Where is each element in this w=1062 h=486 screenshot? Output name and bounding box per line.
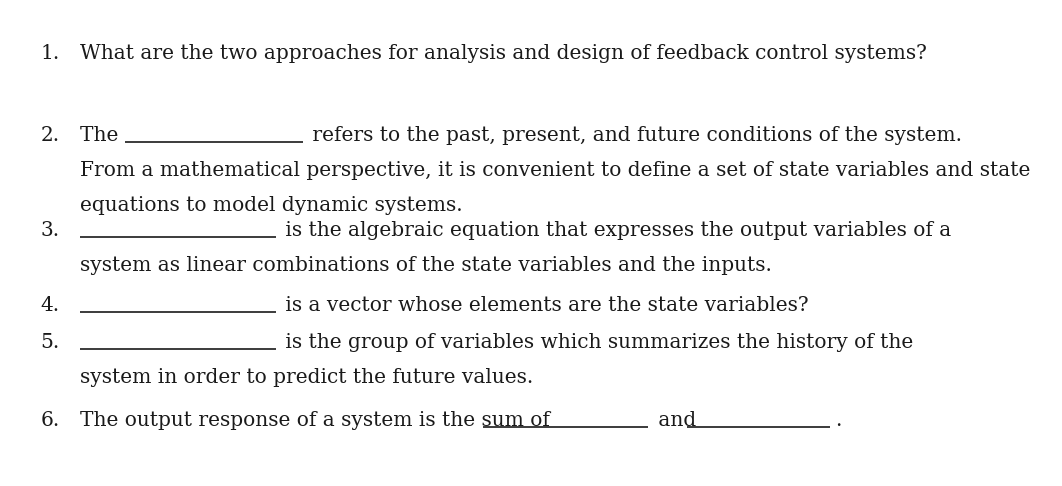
Text: The output response of a system is the sum of: The output response of a system is the s… bbox=[80, 411, 555, 430]
Text: 2.: 2. bbox=[40, 126, 59, 145]
Text: is a vector whose elements are the state variables?: is a vector whose elements are the state… bbox=[279, 296, 809, 315]
Text: 4.: 4. bbox=[40, 296, 59, 315]
Text: and: and bbox=[652, 411, 703, 430]
Text: system in order to predict the future values.: system in order to predict the future va… bbox=[80, 368, 533, 387]
Text: 5.: 5. bbox=[40, 333, 59, 352]
Text: is the group of variables which summarizes the history of the: is the group of variables which summariz… bbox=[279, 333, 913, 352]
Text: 3.: 3. bbox=[40, 221, 59, 240]
Text: From a mathematical perspective, it is convenient to define a set of state varia: From a mathematical perspective, it is c… bbox=[80, 161, 1030, 180]
Text: 1.: 1. bbox=[40, 44, 59, 63]
Text: .: . bbox=[835, 411, 841, 430]
Text: 6.: 6. bbox=[40, 411, 59, 430]
Text: system as linear combinations of the state variables and the inputs.: system as linear combinations of the sta… bbox=[80, 256, 771, 275]
Text: equations to model dynamic systems.: equations to model dynamic systems. bbox=[80, 196, 462, 215]
Text: refers to the past, present, and future conditions of the system.: refers to the past, present, and future … bbox=[306, 126, 962, 145]
Text: is the algebraic equation that expresses the output variables of a: is the algebraic equation that expresses… bbox=[279, 221, 952, 240]
Text: What are the two approaches for analysis and design of feedback control systems?: What are the two approaches for analysis… bbox=[80, 44, 926, 63]
Text: The: The bbox=[80, 126, 124, 145]
